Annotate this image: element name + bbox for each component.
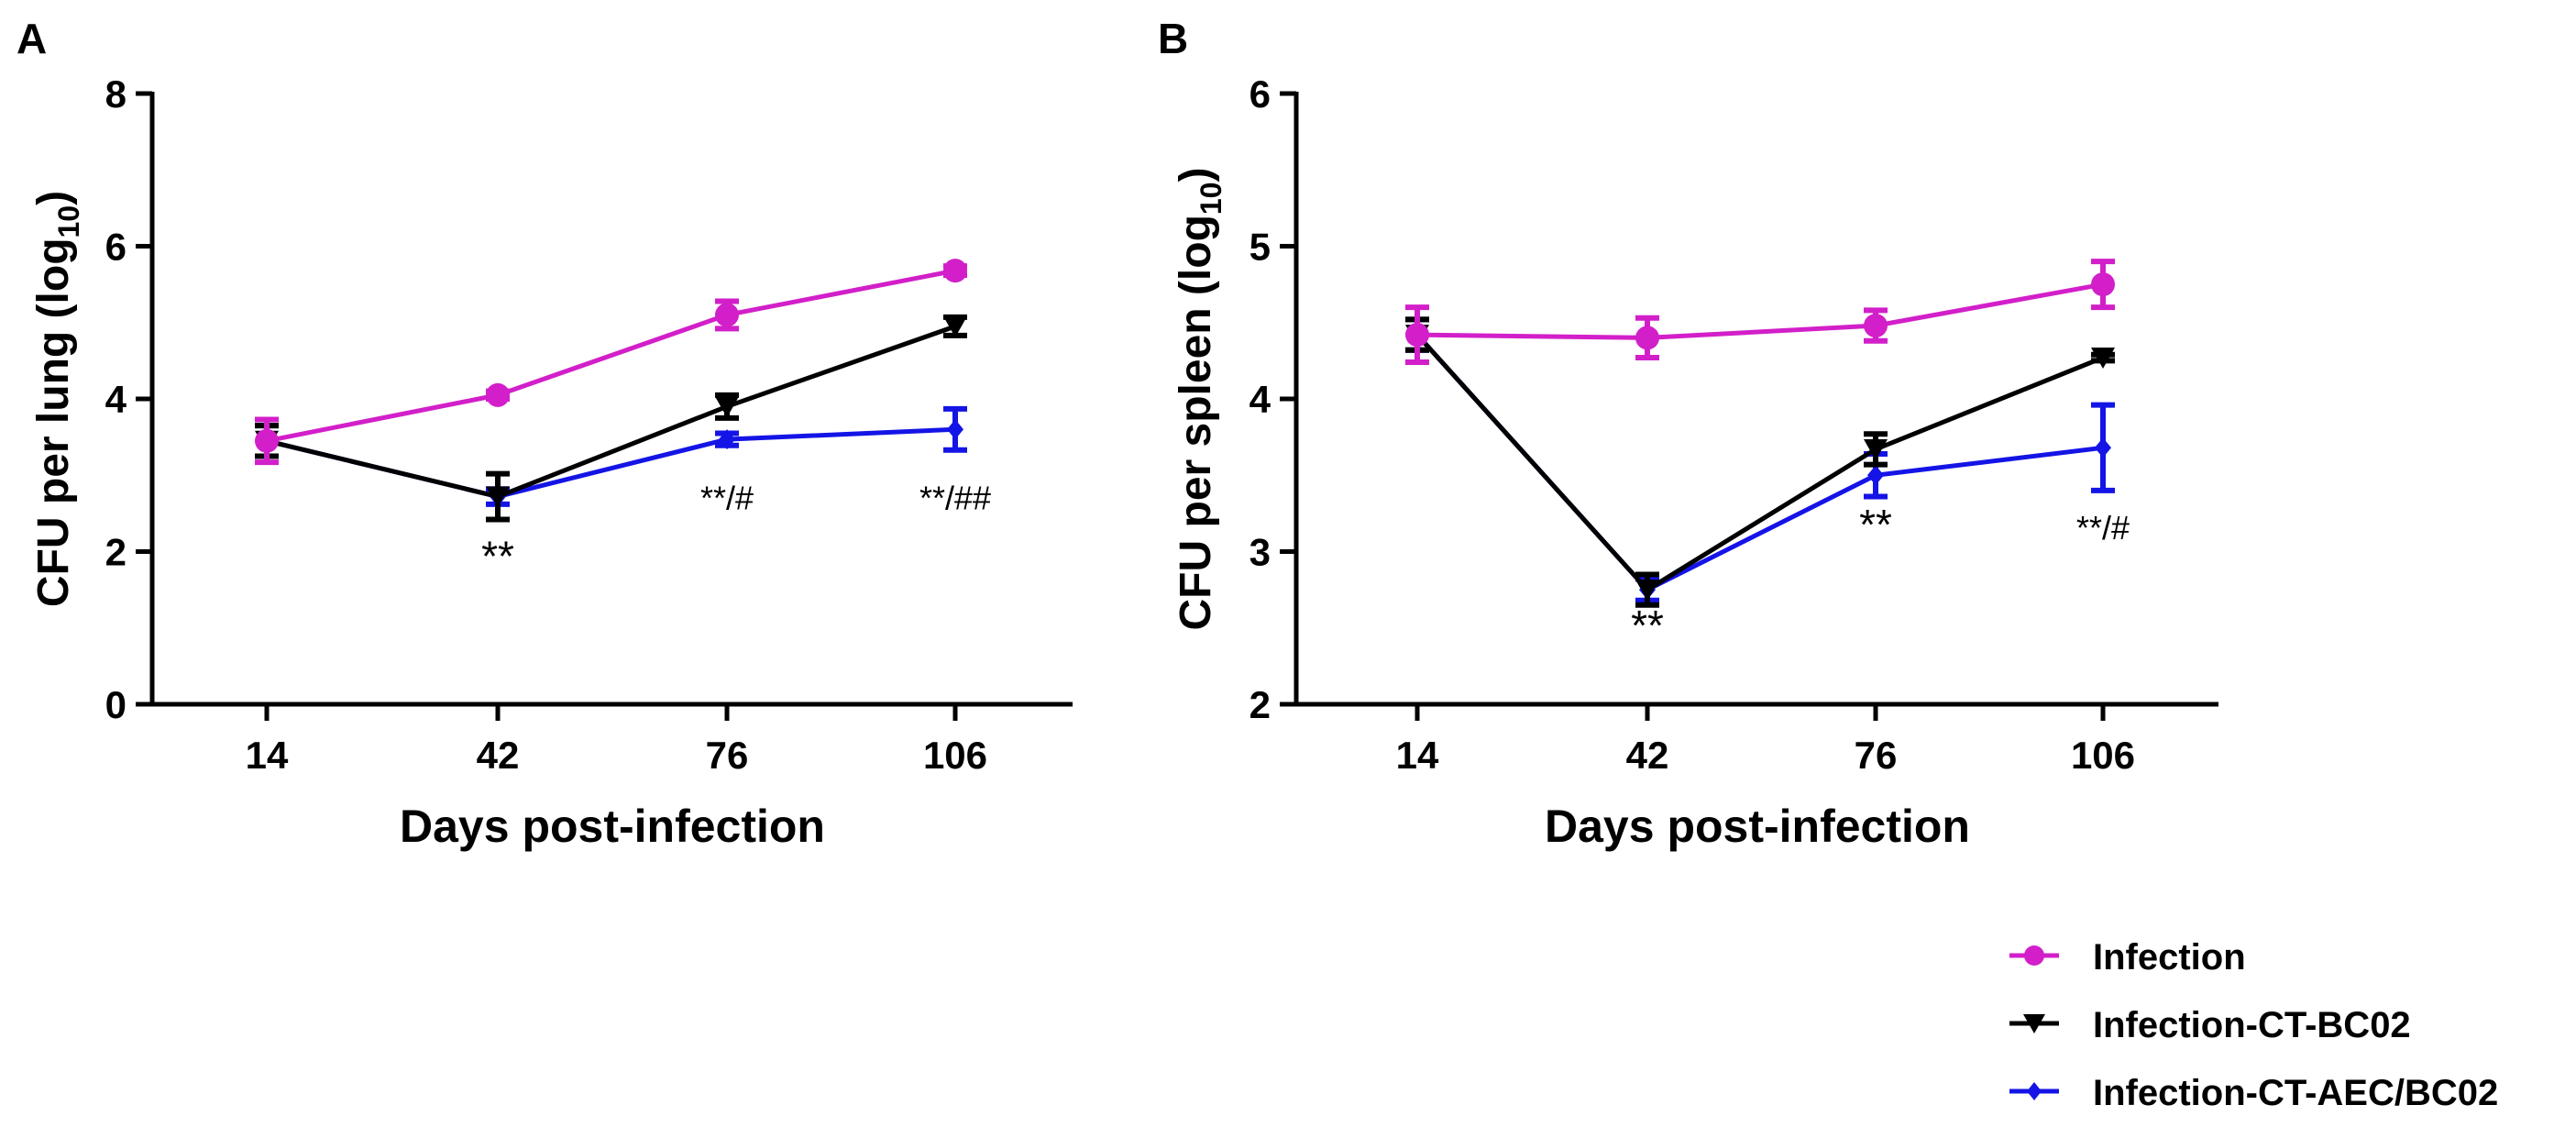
data-point [943, 259, 967, 283]
data-point [2095, 437, 2111, 459]
y-tick-label: 4 [1249, 378, 1271, 421]
y-axis-label: CFU per spleen (log10) [1172, 168, 1227, 631]
chart-panel-a: A 0 2 4 6 8 14 42 76 106 Days post-infection CFU pe… [17, 15, 1073, 852]
y-axis-label-main: CFU per lung (log [29, 238, 78, 607]
significance-annotation: ** [1859, 501, 1892, 548]
x-tick-label: 14 [1396, 734, 1439, 777]
y-tick-label: 5 [1249, 226, 1271, 269]
data-point [947, 419, 963, 440]
x-axis-label: Days post-infection [400, 801, 825, 852]
data-point [2091, 348, 2115, 370]
legend-entry: Infection [2009, 937, 2246, 978]
y-tick-label: 8 [105, 72, 127, 116]
legend-label: Infection-CT-AEC/BC02 [2093, 1073, 2498, 1113]
data-point [486, 486, 510, 508]
series-infection-ct-bc02 [255, 314, 967, 523]
series-line [1415, 333, 2104, 593]
x-tick-label: 42 [477, 734, 520, 777]
data-point [715, 303, 739, 327]
data-point [1867, 465, 1884, 486]
x-tick-label: 106 [2071, 734, 2135, 777]
significance-annotation: **/# [2076, 509, 2130, 547]
series-line [266, 268, 956, 444]
y-tick-label: 6 [1249, 72, 1271, 116]
series-infection-ct-aec-bc02 [1405, 316, 2115, 603]
data-point [719, 429, 735, 450]
y-tick-label: 2 [105, 531, 127, 574]
legend-entry: Infection-CT-BC02 [2009, 1005, 2411, 1045]
significance-annotation: **/# [700, 480, 754, 517]
legend-entry: Infection-CT-AEC/BC02 [2009, 1073, 2498, 1113]
series-infection-ct-bc02 [1405, 316, 2115, 608]
data-point [1864, 438, 1888, 460]
panel-label: B [1158, 15, 1188, 62]
series-line [1415, 333, 2104, 593]
data-point [1405, 323, 1429, 348]
series-line [1416, 282, 2104, 340]
legend-marker [2024, 945, 2044, 966]
x-tick-label: 106 [923, 734, 987, 777]
legend-marker [2027, 1082, 2042, 1100]
data-point [715, 396, 739, 418]
y-tick-label: 6 [105, 226, 127, 269]
y-axis-label: CFU per lung (log10) [29, 191, 85, 607]
series-line [266, 426, 956, 500]
significance-annotation: ** [1631, 602, 1664, 649]
x-tick-label: 14 [246, 734, 289, 777]
y-axis-label-subscript: 10 [52, 205, 85, 238]
chart-panel-b: B 2 3 4 5 6 14 42 76 106 Days post-infection CFU pe… [1158, 15, 2218, 852]
significance-annotation: ** [481, 532, 514, 580]
data-point [1635, 326, 1659, 350]
y-axis-label-subscript: 10 [1194, 182, 1227, 215]
data-point [486, 382, 510, 407]
legend-marker [2023, 1014, 2045, 1033]
panel-label: A [17, 15, 47, 62]
data-point [1635, 580, 1659, 602]
legend-label: Infection [2093, 937, 2246, 978]
x-tick-label: 76 [706, 734, 749, 777]
y-axis-label-end: ) [1172, 168, 1220, 182]
significance-annotation: **/## [919, 480, 991, 517]
y-tick-label: 3 [1249, 531, 1271, 574]
y-axis-label-end: ) [29, 191, 78, 205]
data-point [2091, 272, 2115, 297]
x-tick-label: 76 [1855, 734, 1898, 777]
y-tick-label: 2 [1249, 683, 1271, 726]
y-axis-label-main: CFU per spleen (log [1172, 215, 1220, 630]
x-tick-label: 42 [1626, 734, 1669, 777]
series-line [266, 324, 956, 500]
legend: Infection Infection-CT-BC02 Infection-CT-A… [2009, 937, 2498, 1113]
data-point [1864, 314, 1888, 338]
x-axis-label: Days post-infection [1545, 801, 1970, 852]
series-infection [1405, 259, 2115, 366]
y-tick-label: 0 [105, 683, 127, 726]
data-point [943, 315, 967, 337]
legend-label: Infection-CT-BC02 [2093, 1005, 2411, 1045]
data-point [255, 428, 279, 453]
y-tick-label: 4 [105, 378, 127, 421]
series-infection [255, 259, 967, 466]
